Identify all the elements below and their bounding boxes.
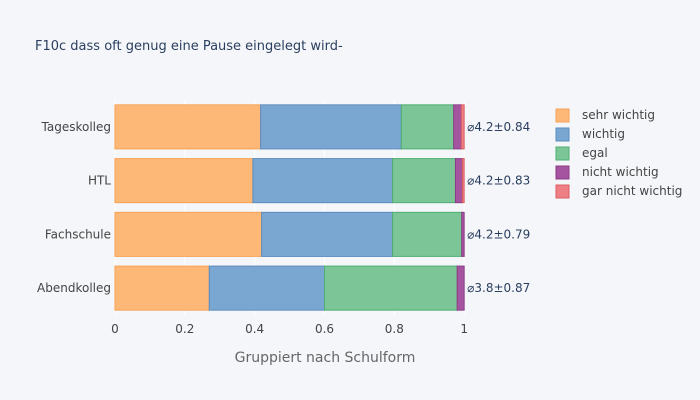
bar-segment[interactable] xyxy=(392,158,456,204)
bar-segment[interactable] xyxy=(392,211,463,257)
legend-swatch xyxy=(555,165,570,180)
bar-segment[interactable] xyxy=(114,211,263,257)
legend-label: sehr wichtig xyxy=(582,108,655,122)
bar-annotation: ⌀4.2±0.83 xyxy=(467,174,530,188)
y-tick-label: Abendkolleg xyxy=(37,281,111,295)
bar-segment[interactable] xyxy=(453,104,462,150)
legend-swatch xyxy=(555,108,570,123)
bar-annotations: ⌀4.2±0.84 ⌀4.2±0.83 ⌀4.2±0.79 ⌀3.8±0.87 xyxy=(467,120,530,295)
y-tick-label: HTL xyxy=(88,174,111,188)
legend-swatch xyxy=(555,146,570,161)
legend-swatch xyxy=(555,127,570,142)
bars xyxy=(114,104,465,311)
bar-segment[interactable] xyxy=(114,158,254,204)
legend-swatch xyxy=(555,184,570,199)
y-tick-label: Tageskolleg xyxy=(41,120,111,134)
x-tick-label: 0.2 xyxy=(175,322,194,336)
bar-segment[interactable] xyxy=(114,265,210,311)
legend-item[interactable]: egal xyxy=(555,146,608,161)
x-tick-label: 0 xyxy=(111,322,119,336)
bar-annotation: ⌀4.2±0.79 xyxy=(467,227,530,241)
x-axis-ticks: 0 0.2 0.4 0.6 0.8 1 xyxy=(111,322,468,336)
bar-segment[interactable] xyxy=(261,211,394,257)
y-axis-labels: Tageskolleg HTL Fachschule Abendkolleg xyxy=(37,120,111,295)
legend-item[interactable]: nicht wichtig xyxy=(555,165,659,180)
legend-label: nicht wichtig xyxy=(582,165,659,179)
bar-segment[interactable] xyxy=(460,104,465,150)
legend-label: gar nicht wichtig xyxy=(582,184,682,198)
chart-title: F10c dass oft genug eine Pause eingelegt… xyxy=(35,39,343,54)
bar-annotation: ⌀3.8±0.87 xyxy=(467,281,530,295)
x-axis-label: Gruppiert nach Schulform xyxy=(235,350,416,366)
x-tick-label: 1 xyxy=(460,322,468,336)
bar-segment[interactable] xyxy=(208,265,325,311)
bar-segment[interactable] xyxy=(454,158,463,204)
bar-segment[interactable] xyxy=(114,104,262,150)
bar-segment[interactable] xyxy=(260,104,402,150)
legend-item[interactable]: wichtig xyxy=(555,127,625,142)
bar-segment[interactable] xyxy=(252,158,394,204)
x-tick-label: 0.4 xyxy=(245,322,264,336)
legend-label: egal xyxy=(582,146,608,160)
bar-segment[interactable] xyxy=(461,158,465,204)
x-tick-label: 0.8 xyxy=(385,322,404,336)
legend-item[interactable]: sehr wichtig xyxy=(555,108,655,123)
legend-item[interactable]: gar nicht wichtig xyxy=(555,184,682,199)
legend[interactable]: sehr wichtig wichtig egal nicht wichtig gar … xyxy=(555,108,682,199)
x-tick-label: 0.6 xyxy=(315,322,334,336)
bar-segment[interactable] xyxy=(456,265,465,311)
bar-segment[interactable] xyxy=(324,265,458,311)
bar-segment[interactable] xyxy=(461,211,465,257)
bar-annotation: ⌀4.2±0.84 xyxy=(467,120,530,134)
bar-segment[interactable] xyxy=(400,104,455,150)
y-tick-label: Fachschule xyxy=(45,227,111,241)
legend-label: wichtig xyxy=(582,127,625,141)
